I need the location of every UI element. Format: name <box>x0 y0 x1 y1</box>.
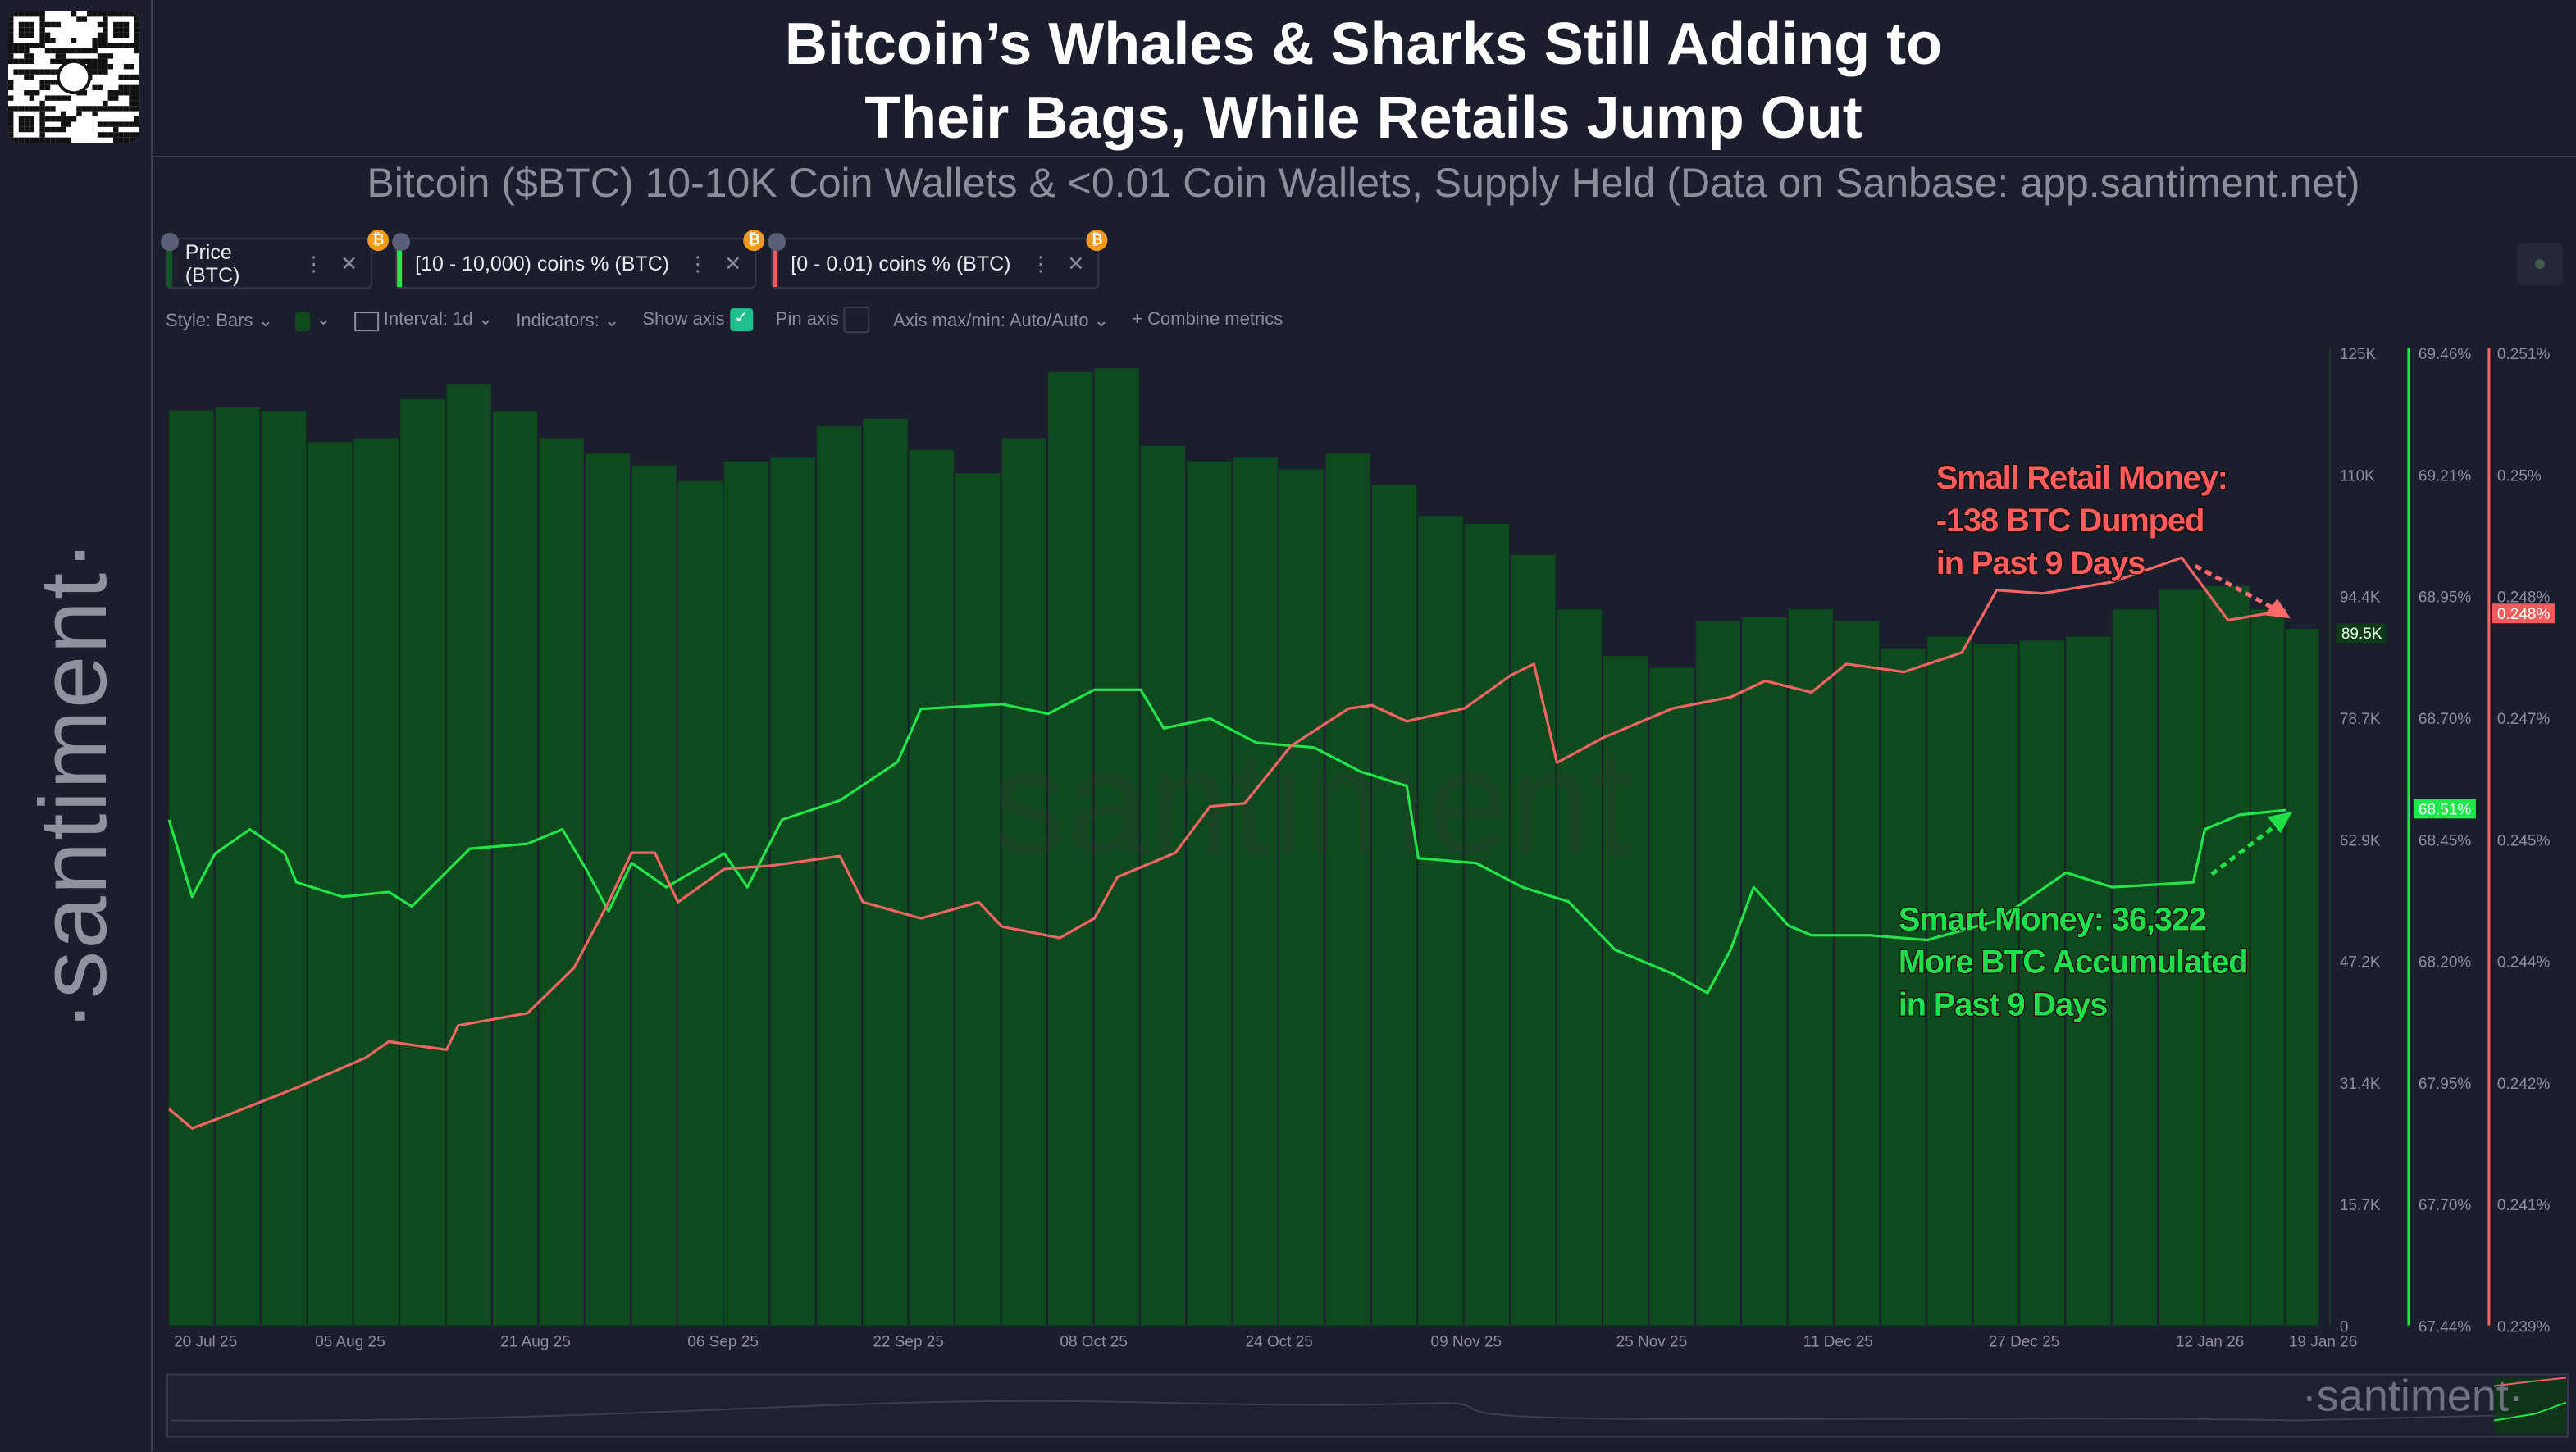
price-bar[interactable] <box>770 457 814 1325</box>
price-bar[interactable] <box>1511 555 1555 1326</box>
x-tick-label: 27 Dec 25 <box>1989 1333 2060 1350</box>
price-bar[interactable] <box>2020 640 2064 1325</box>
x-tick-label: 08 Oct 25 <box>1060 1333 1127 1350</box>
whales-tick-label: 67.70% <box>2419 1197 2472 1214</box>
whales-tick-label: 68.45% <box>2419 832 2472 849</box>
price-bar[interactable] <box>1233 457 1278 1325</box>
price-bar[interactable] <box>1557 609 1602 1325</box>
price-bar[interactable] <box>955 473 1000 1325</box>
x-tick-label: 09 Nov 25 <box>1431 1333 1502 1350</box>
price-bar[interactable] <box>2286 629 2318 1325</box>
price-bar[interactable] <box>1372 485 1416 1325</box>
price-tick-label: 31.4K <box>2340 1076 2381 1093</box>
price-current-label: 89.5K <box>2341 626 2382 643</box>
whales-annotation-line: More BTC Accumulated <box>1899 944 2248 980</box>
whales-tick-label: 68.70% <box>2419 711 2472 728</box>
santiment-watermark: ·santiment· <box>2302 1372 2524 1421</box>
price-bar[interactable] <box>1279 469 1324 1325</box>
price-bar[interactable] <box>1465 524 1509 1326</box>
price-bar[interactable] <box>1649 668 1694 1326</box>
whales-tick-label: 68.95% <box>2419 589 2472 607</box>
x-tick-label: 20 Jul 25 <box>174 1333 237 1350</box>
retail-current-label: 0.248% <box>2497 606 2551 623</box>
x-tick-label: 25 Nov 25 <box>1616 1333 1688 1350</box>
price-bar[interactable] <box>1789 609 1833 1325</box>
whales-annotation-line: in Past 9 Days <box>1899 986 2107 1022</box>
price-bar[interactable] <box>400 399 445 1325</box>
x-tick-label: 05 Aug 25 <box>315 1333 385 1350</box>
whales-current-label: 68.51% <box>2419 801 2472 818</box>
price-bar[interactable] <box>1418 516 1462 1325</box>
price-bar[interactable] <box>910 450 954 1326</box>
price-bar[interactable] <box>863 419 907 1326</box>
price-bar[interactable] <box>2066 637 2110 1326</box>
retail-tick-label: 0.25% <box>2497 467 2542 485</box>
chart-watermark: santiment <box>992 720 1633 885</box>
price-bar[interactable] <box>262 411 306 1325</box>
retail-tick-label: 0.247% <box>2497 711 2551 728</box>
price-bar[interactable] <box>1187 462 1231 1325</box>
retail-annotation-line: Small Retail Money: <box>1936 460 2227 496</box>
price-bar[interactable] <box>1927 637 1972 1326</box>
retail-tick-label: 0.244% <box>2497 954 2551 972</box>
whales-tick-label: 67.44% <box>2419 1318 2472 1336</box>
price-bar[interactable] <box>308 442 352 1325</box>
price-bar[interactable] <box>817 426 861 1325</box>
x-tick-label: 22 Sep 25 <box>873 1333 944 1350</box>
price-tick-label: 15.7K <box>2340 1197 2381 1214</box>
whales-annotation-line: Smart Money: 36,322 <box>1899 901 2206 937</box>
price-bar[interactable] <box>1973 644 2017 1325</box>
retail-annotation-line: -138 BTC Dumped <box>1936 503 2204 539</box>
price-bar[interactable] <box>493 411 537 1325</box>
retail-tick-label: 0.242% <box>2497 1076 2551 1093</box>
x-tick-label: 12 Jan 26 <box>2176 1333 2244 1350</box>
price-bar[interactable] <box>447 384 491 1325</box>
price-bar[interactable] <box>724 462 768 1325</box>
x-tick-label: 21 Aug 25 <box>500 1333 571 1350</box>
price-tick-label: 62.9K <box>2340 832 2381 849</box>
arrow-head-icon <box>2264 599 2291 618</box>
price-bar[interactable] <box>354 439 399 1326</box>
retail-annotation-line: in Past 9 Days <box>1936 545 2145 581</box>
retail-tick-label: 0.239% <box>2497 1318 2551 1336</box>
retail-tick-label: 0.251% <box>2497 346 2551 363</box>
retail-tick-label: 0.241% <box>2497 1197 2551 1214</box>
price-bar[interactable] <box>1325 454 1370 1326</box>
price-bar[interactable] <box>539 439 583 1326</box>
x-tick-label: 24 Oct 25 <box>1245 1333 1312 1350</box>
price-tick-label: 78.7K <box>2340 711 2381 728</box>
price-bar[interactable] <box>1835 621 1879 1326</box>
price-bar[interactable] <box>215 407 259 1326</box>
price-tick-label: 47.2K <box>2340 954 2381 972</box>
price-tick-label: 125K <box>2340 346 2377 363</box>
retail-tick-label: 0.245% <box>2497 832 2551 849</box>
whales-tick-label: 69.46% <box>2419 346 2472 363</box>
x-tick-label: 19 Jan 26 <box>2289 1333 2357 1350</box>
price-bar[interactable] <box>586 454 630 1326</box>
whales-tick-label: 68.20% <box>2419 954 2472 972</box>
price-bar[interactable] <box>2251 609 2284 1325</box>
price-bar[interactable] <box>631 466 676 1326</box>
price-tick-label: 110K <box>2340 467 2375 485</box>
whales-tick-label: 69.21% <box>2419 467 2472 485</box>
price-tick-label: 94.4K <box>2340 589 2381 607</box>
x-tick-label: 06 Sep 25 <box>687 1333 759 1350</box>
whales-tick-label: 67.95% <box>2419 1076 2472 1093</box>
price-bar[interactable] <box>1742 617 1786 1326</box>
range-navigator[interactable] <box>167 1375 2568 1437</box>
x-tick-label: 11 Dec 25 <box>1803 1333 1873 1350</box>
price-bar[interactable] <box>678 481 723 1326</box>
price-bar[interactable] <box>1141 446 1185 1325</box>
